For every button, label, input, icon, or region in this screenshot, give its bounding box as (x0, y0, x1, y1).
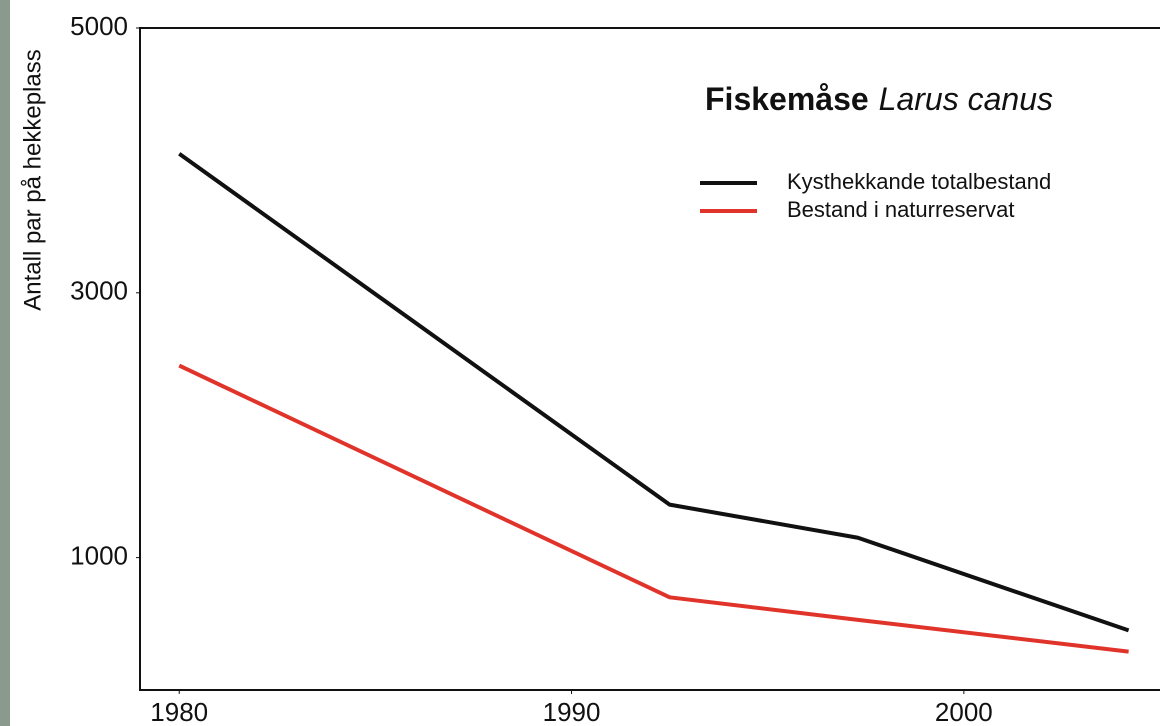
y-tick-label: 1000 (70, 540, 128, 570)
photo-strip (0, 0, 10, 726)
x-tick-label: 1980 (150, 697, 208, 726)
chart-title: Fiskemåse Larus canus (705, 81, 1053, 117)
legend-label: Bestand i naturreservat (787, 197, 1014, 222)
chart: Antall par på hekkeplass Fiskemåse Larus … (0, 0, 1160, 726)
legend-label: Kysthekkande totalbestand (787, 169, 1051, 194)
page: {"chart_data": { "type": "line", "title"… (0, 0, 1160, 726)
x-tick-label: 1990 (543, 697, 601, 726)
title-main: Fiskemåse (705, 81, 869, 117)
y-tick-label: 5000 (70, 11, 128, 41)
y-tick-label: 3000 (70, 276, 128, 306)
title-species: Larus canus (879, 81, 1053, 117)
y-axis-label: Antall par på hekkeplass (19, 49, 46, 311)
x-tick-label: 2000 (935, 697, 993, 726)
